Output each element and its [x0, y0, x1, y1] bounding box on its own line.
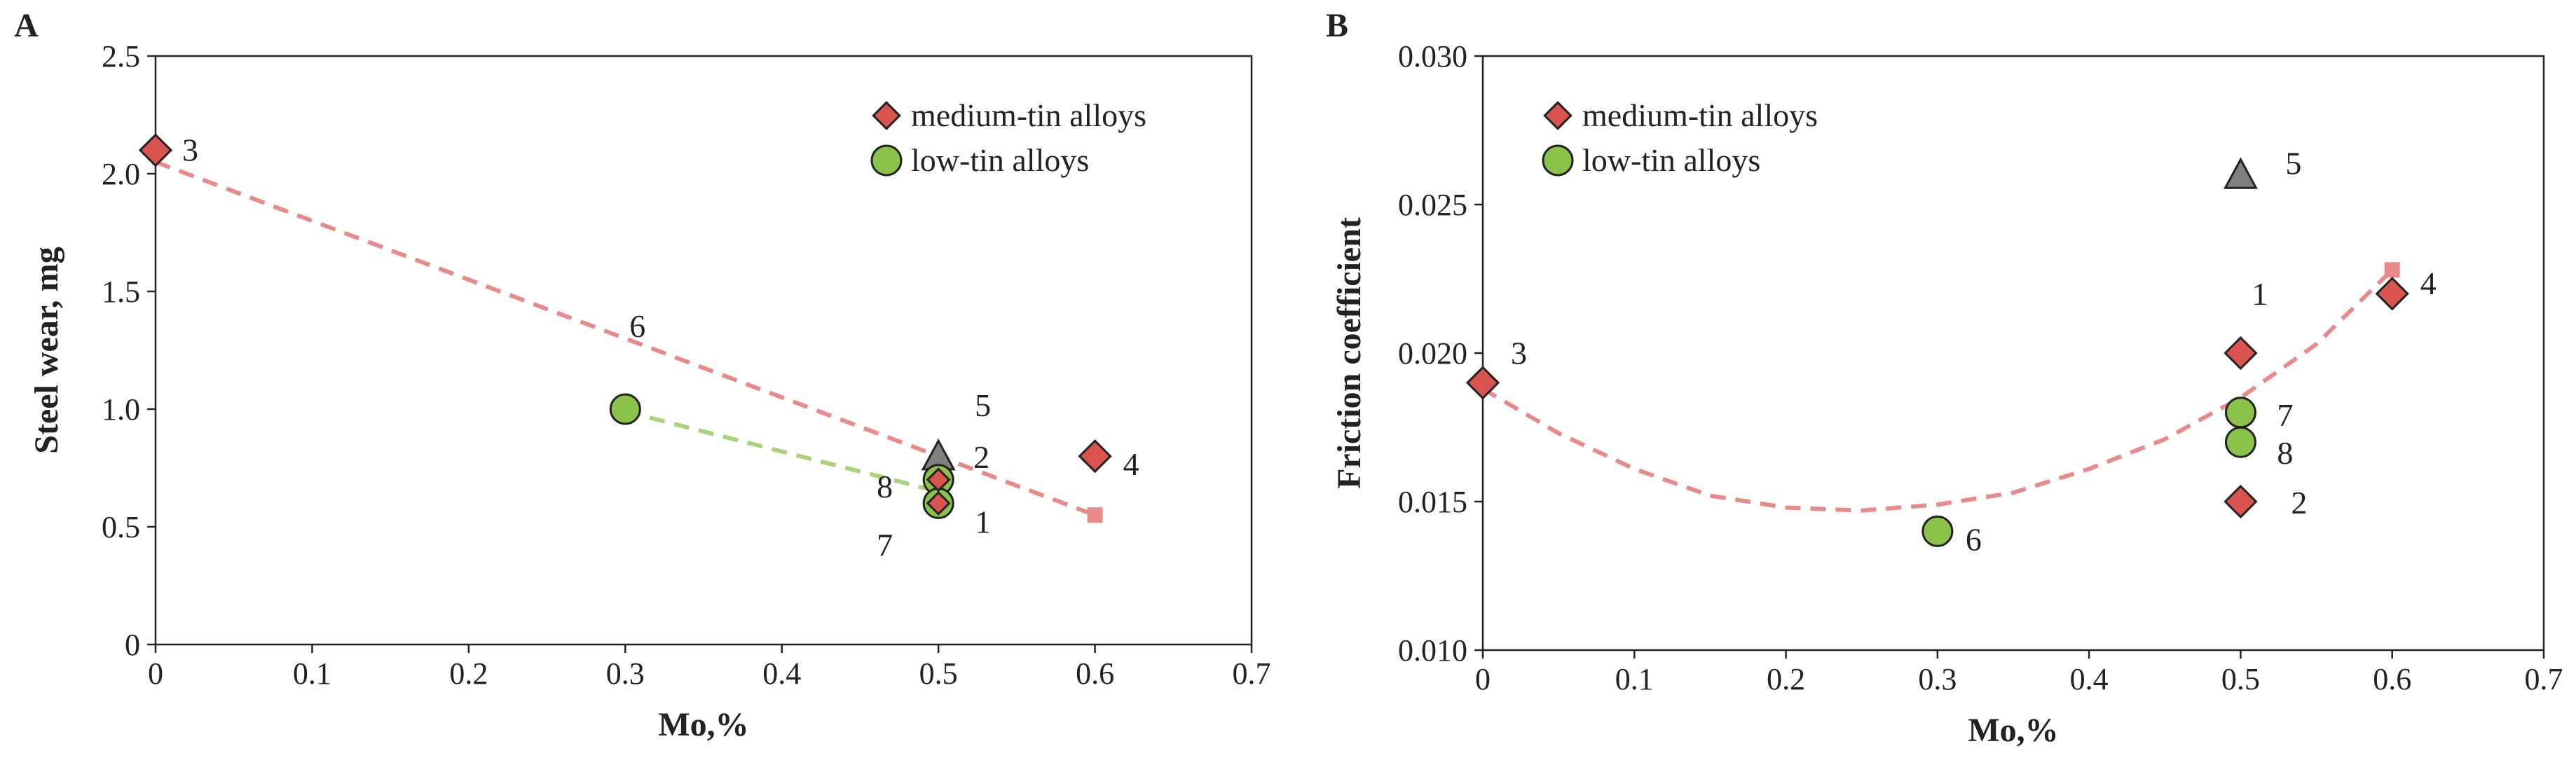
data-label-5: 5 [2285, 146, 2301, 181]
x-tick-label: 0.4 [762, 656, 801, 691]
x-tick-label: 0.6 [2373, 662, 2411, 696]
legend-marker-low-tin-alloys [870, 144, 903, 177]
data-point-medium-tin-alloys-3 [1465, 366, 1500, 400]
y-tick-label: 2.0 [102, 157, 140, 191]
y-tick-label: 0.030 [1398, 39, 1467, 74]
data-label-2: 2 [2291, 485, 2307, 521]
x-tick-label: 0.4 [2070, 662, 2109, 696]
x-tick-label: 0.5 [2221, 662, 2260, 696]
trendline-medium-tin-alloys [154, 160, 1096, 518]
data-point-low-tin-alloys-8 [2224, 426, 2256, 458]
y-tick-label: 0.020 [1398, 336, 1467, 371]
data-label-6: 6 [1966, 521, 1982, 557]
data-point-other-5 [2223, 157, 2258, 189]
legend-entry: low-tin alloys [911, 142, 1089, 178]
x-tick-label: 0.7 [1233, 656, 1271, 691]
y-axis-label: Friction coefficient [1331, 217, 1368, 489]
y-tick-label: 0 [125, 628, 140, 662]
data-point-medium-tin-alloys-1 [926, 490, 951, 516]
data-label-3: 3 [1511, 335, 1527, 371]
data-label-8: 8 [877, 469, 893, 504]
data-label-1: 1 [2252, 276, 2268, 312]
data-point-medium-tin-alloys-2 [926, 467, 951, 492]
x-tick-label: 0.6 [1076, 656, 1114, 691]
x-tick-label: 0 [1475, 662, 1491, 696]
data-label-6: 6 [629, 308, 645, 344]
x-axis-label: Mo,% [1968, 712, 2058, 749]
chart-panel-a: 0 0.1 0.2 0.3 0.4 0.5 0.6 0.7 0 0.5 1.0 1.5 2.0 2.5 Mo… [14, 7, 1271, 743]
legend: medium-tin alloys low-tin alloys [870, 97, 1146, 178]
data-label-1: 1 [975, 504, 991, 539]
trendline-end-mark [2384, 262, 2400, 278]
x-tick-label: 0.1 [293, 656, 331, 691]
legend: medium-tin alloys low-tin alloys [1542, 97, 1818, 178]
x-tick-label: 0.2 [1767, 662, 1805, 696]
data-label-4: 4 [2420, 266, 2437, 301]
data-label-7: 7 [877, 527, 893, 563]
data-point-medium-tin-alloys-4 [2375, 277, 2409, 311]
data-point-medium-tin-alloys-4 [1078, 439, 1112, 474]
y-axis-label: Steel wear, mg [28, 247, 65, 453]
trendline-end-mark [1087, 507, 1103, 523]
data-label-4: 4 [1123, 446, 1139, 482]
y-tick-label: 2.5 [102, 39, 140, 74]
panel-label: A [14, 7, 39, 44]
y-tick-label: 1.5 [102, 275, 140, 309]
data-point-low-tin-alloys-7 [2224, 397, 2256, 429]
data-point-low-tin-alloys-6 [1921, 515, 1954, 547]
data-label-5: 5 [975, 387, 991, 423]
x-tick-label: 0.2 [449, 656, 488, 691]
x-tick-label: 0 [148, 656, 163, 691]
y-tick-label: 1.0 [102, 392, 140, 427]
data-label-3: 3 [182, 132, 198, 167]
y-tick-label: 0.025 [1398, 188, 1467, 222]
legend-entry: low-tin alloys [1582, 142, 1760, 178]
x-tick-label: 0.7 [2525, 662, 2563, 696]
y-tick-label: 0.015 [1398, 485, 1467, 519]
legend-marker-medium-tin-alloys [872, 101, 901, 130]
x-tick-label: 0.5 [919, 656, 958, 691]
data-point-medium-tin-alloys-2 [2224, 484, 2258, 519]
data-point-medium-tin-alloys-1 [2224, 336, 2258, 371]
legend-entry: medium-tin alloys [911, 97, 1146, 133]
y-tick-label: 0.010 [1398, 633, 1467, 668]
x-tick-label: 0.3 [1918, 662, 1957, 696]
x-tick-label: 0.3 [606, 656, 645, 691]
legend-marker-medium-tin-alloys [1543, 101, 1573, 130]
trendline-medium-tin-alloys [1481, 268, 2394, 513]
x-axis-label: Mo,% [658, 706, 748, 743]
data-point-medium-tin-alloys-3 [138, 133, 173, 167]
chart-panel-b: 0 0.1 0.2 0.3 0.4 0.5 0.6 0.7 0.010 0.015 0.020 0.0… [1326, 7, 2563, 749]
panel-label: B [1326, 7, 1348, 44]
data-point-low-tin-alloys-6 [609, 393, 641, 425]
legend-entry: medium-tin alloys [1582, 97, 1818, 133]
trendline-low-tin-alloys [624, 409, 939, 494]
data-label-2: 2 [973, 439, 989, 475]
plot-frame [154, 55, 1253, 646]
y-tick-label: 0.5 [102, 510, 140, 544]
data-label-7: 7 [2277, 397, 2293, 433]
x-tick-label: 0.1 [1615, 662, 1654, 696]
legend-marker-low-tin-alloys [1542, 144, 1574, 177]
data-label-8: 8 [2277, 435, 2293, 471]
